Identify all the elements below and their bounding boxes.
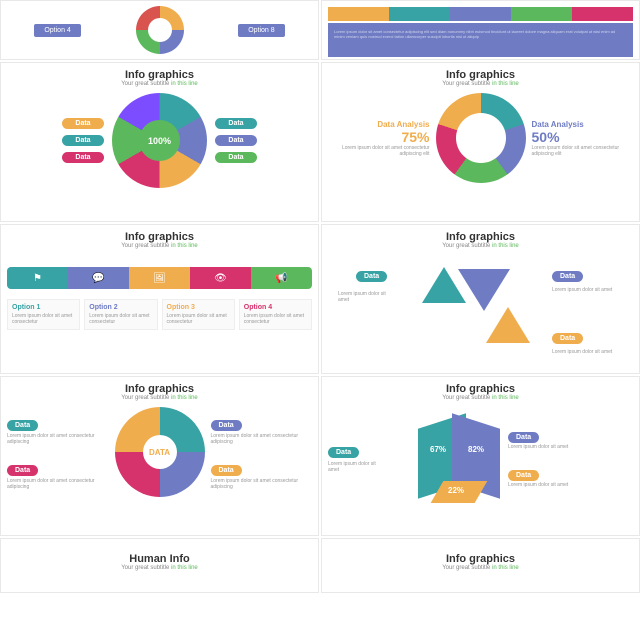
panel-subtitle: Your great subtitle in this line <box>7 243 312 249</box>
flag-icon: ⚑ <box>33 273 42 284</box>
panel-human-info: Human Info Your great subtitle in this l… <box>0 538 319 593</box>
data-block: DataLorem ipsum dolor sit amet consectet… <box>7 414 109 445</box>
panel-timeline: Info graphics Your great subtitle in thi… <box>0 224 319 374</box>
donut-chart-icon <box>136 6 184 54</box>
panel-title: Info graphics <box>328 553 633 565</box>
panel-title: Info graphics <box>328 231 633 243</box>
data-label: Data <box>552 333 583 344</box>
panel-subtitle: Your great subtitle in this line <box>7 395 312 401</box>
data-label: Data <box>62 118 104 129</box>
panel-subtitle: Your great subtitle in this line <box>7 565 312 571</box>
panel-title: Info graphics <box>7 231 312 243</box>
panel-donut-6seg: Info graphics Your great subtitle in thi… <box>0 62 319 222</box>
prism-shape: 67% 82% 22% <box>418 409 498 504</box>
description-box: Lorem ipsum dolor sit amet consectetur a… <box>328 23 633 57</box>
panel-donut-arrow: Info graphics Your great subtitle in thi… <box>321 62 640 222</box>
data-label: Data <box>215 118 257 129</box>
data-label: Data <box>62 135 104 146</box>
data-label: Data <box>62 152 104 163</box>
data-block: DataLorem ipsum dolor sit amet <box>508 426 633 450</box>
triangle-shape <box>458 269 510 311</box>
panel-title: Info graphics <box>7 383 312 395</box>
donut-chart <box>436 93 526 183</box>
eye-icon: 👁 <box>214 273 227 284</box>
donut-chart: DATA <box>115 407 205 497</box>
color-bar <box>328 7 633 21</box>
panel-subtitle: Your great subtitle in this line <box>7 81 312 87</box>
panel-title: Info graphics <box>7 69 312 81</box>
data-label: Data <box>552 271 583 282</box>
panel-title: Info graphics <box>328 69 633 81</box>
option-card: Option 1Lorem ipsum dolor sit amet conse… <box>7 299 80 330</box>
panel-title: Info graphics <box>328 383 633 395</box>
panel-subtitle: Your great subtitle in this line <box>328 243 633 249</box>
panel-donut-4seg: Info graphics Your great subtitle in thi… <box>0 376 319 536</box>
panel-subtitle: Your great subtitle in this line <box>328 565 633 571</box>
data-label: Data <box>215 152 257 163</box>
timeline-bar: ⚑ 💬 🖼 👁 📢 <box>7 267 312 289</box>
panel-infographics: Info graphics Your great subtitle in thi… <box>321 538 640 593</box>
right-stat: Data Analysis 50% Lorem ipsum dolor sit … <box>532 120 634 157</box>
chat-icon: 💬 <box>92 273 104 284</box>
panel-3d-prism: Info graphics Your great subtitle in thi… <box>321 376 640 536</box>
left-stat: Data Analysis 75% Lorem ipsum dolor sit … <box>328 120 430 157</box>
data-block: DataLorem ipsum dolor sit amet consectet… <box>211 459 313 490</box>
panel-title: Human Info <box>7 553 312 565</box>
panel-subtitle: Your great subtitle in this line <box>328 81 633 87</box>
option-pill: Option 8 <box>238 24 284 37</box>
option-pill: Option 4 <box>34 24 80 37</box>
panel-donut-options: Option 4 Option 8 <box>0 0 319 60</box>
data-block: DataLorem ipsum dolor sit amet consectet… <box>7 459 109 490</box>
data-label: Data <box>215 135 257 146</box>
option-cards: Option 1Lorem ipsum dolor sit amet conse… <box>7 299 312 330</box>
triangle-shape <box>486 307 530 343</box>
data-label: Data <box>356 271 387 282</box>
donut-chart: 100% <box>112 93 207 188</box>
panel-color-bar: Lorem ipsum dolor sit amet consectetur a… <box>321 0 640 60</box>
data-label: Data <box>328 447 359 458</box>
image-icon: 🖼 <box>153 273 166 284</box>
sound-icon: 📢 <box>275 273 287 284</box>
panel-triangles: Info graphics Your great subtitle in thi… <box>321 224 640 374</box>
option-card: Option 3Lorem ipsum dolor sit amet conse… <box>162 299 235 330</box>
data-block: DataLorem ipsum dolor sit amet <box>508 464 633 488</box>
option-card: Option 2Lorem ipsum dolor sit amet conse… <box>84 299 157 330</box>
panel-subtitle: Your great subtitle in this line <box>328 395 633 401</box>
data-block: DataLorem ipsum dolor sit amet consectet… <box>211 414 313 445</box>
option-card: Option 4Lorem ipsum dolor sit amet conse… <box>239 299 312 330</box>
